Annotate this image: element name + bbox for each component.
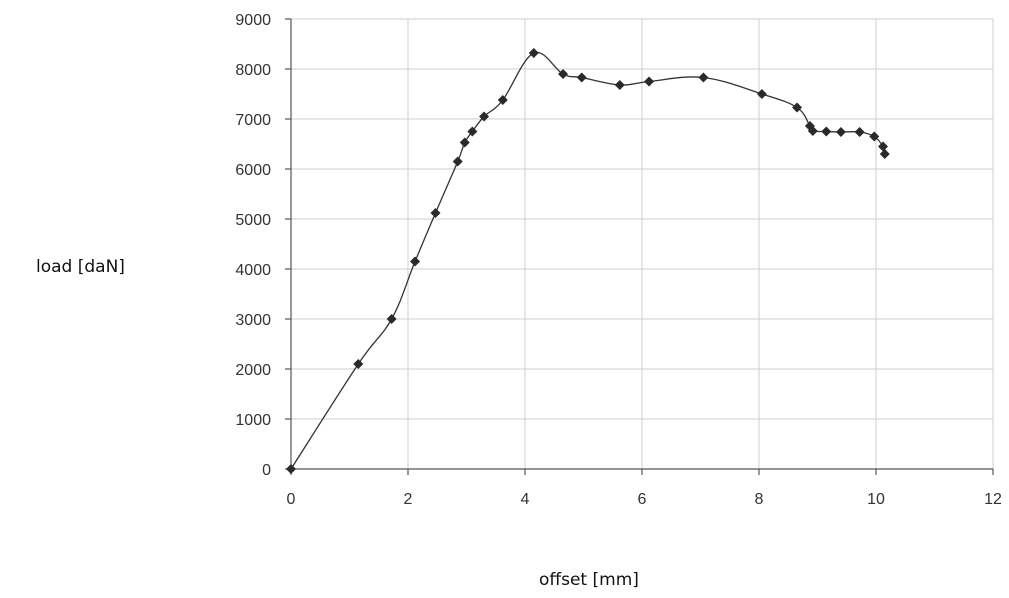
data-point — [869, 131, 880, 142]
data-point — [286, 464, 296, 474]
data-point — [807, 126, 818, 136]
y-tick-label: 5000 — [235, 212, 271, 229]
data-points — [286, 48, 890, 474]
data-point — [528, 48, 539, 58]
y-tick-label: 6000 — [235, 162, 271, 179]
data-point — [479, 111, 490, 122]
x-tick-label: 12 — [984, 491, 1002, 508]
data-point — [576, 72, 587, 83]
tick-labels: 0 1000 2000 3000 4000 5000 6000 7000 8000 9000 0 2 4… — [235, 12, 1002, 508]
y-tick-label: 0 — [262, 462, 271, 479]
grid — [291, 18, 994, 469]
series-line — [290, 51, 886, 470]
data-point — [792, 102, 803, 113]
y-tick-label: 2000 — [235, 362, 271, 379]
x-tick-label: 6 — [638, 491, 647, 508]
y-axis-label: load [daN] — [36, 257, 125, 277]
data-point — [821, 126, 832, 137]
data-point — [835, 127, 846, 137]
data-point — [467, 126, 478, 137]
data-point — [353, 359, 364, 369]
data-point — [430, 208, 441, 218]
data-point — [879, 149, 890, 159]
x-tick-label: 2 — [404, 491, 413, 508]
data-point — [854, 127, 865, 137]
y-tick-label: 4000 — [235, 262, 271, 279]
data-point — [614, 80, 625, 90]
x-tick-label: 4 — [521, 491, 530, 508]
y-tick-label: 8000 — [235, 62, 271, 79]
data-point — [558, 69, 569, 79]
data-point — [497, 95, 508, 105]
x-tick-label: 0 — [287, 491, 296, 508]
x-tick-label: 10 — [867, 491, 885, 508]
y-tick-label: 1000 — [235, 412, 271, 429]
data-point — [410, 256, 421, 267]
x-axis-label: offset [mm] — [539, 570, 639, 590]
data-point — [698, 72, 709, 83]
axes — [285, 18, 994, 475]
data-point — [644, 76, 655, 87]
data-point — [878, 141, 889, 152]
y-tick-label: 9000 — [235, 12, 271, 29]
y-tick-label: 7000 — [235, 112, 271, 129]
x-tick-label: 8 — [755, 491, 764, 508]
y-tick-label: 3000 — [235, 312, 271, 329]
data-point — [386, 314, 397, 324]
data-point — [756, 89, 767, 99]
data-point — [459, 137, 470, 148]
data-point — [452, 156, 463, 167]
